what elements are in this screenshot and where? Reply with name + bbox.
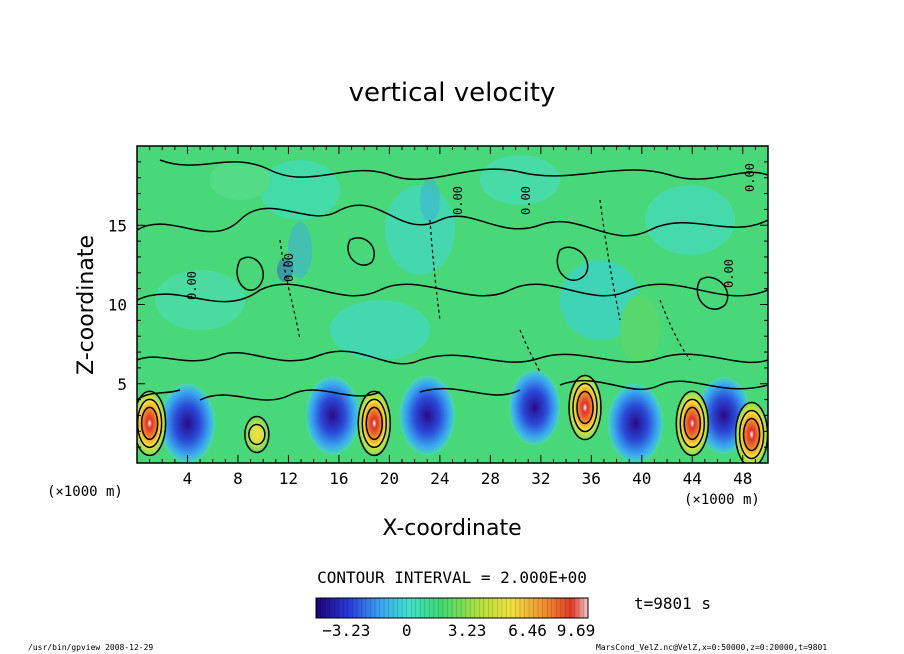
contour-labels: 0.00 0.00 0.00 0.00 0.00 0.00 xyxy=(185,163,757,300)
downdraft-cell xyxy=(399,375,455,456)
contour-label: 0.00 xyxy=(282,253,296,282)
colorbar-tick-label: −3.23 xyxy=(322,621,370,640)
updraft-contour xyxy=(576,390,594,425)
y-tick-label: 15 xyxy=(108,216,127,235)
downdrafts xyxy=(159,370,751,463)
x-unit-label-left: (×1000 m) xyxy=(47,484,123,500)
updraft-contour xyxy=(738,409,765,460)
y-tick-label: 10 xyxy=(108,296,127,315)
contour-interval-text: CONTOUR INTERVAL = 2.000E+00 xyxy=(317,568,587,587)
x-tick-label: 4 xyxy=(183,469,193,488)
updraft-cell xyxy=(358,391,391,456)
updraft-contour xyxy=(683,406,702,441)
downdraft-cell xyxy=(509,370,561,446)
x-tick-label: 32 xyxy=(531,469,550,488)
contour-label: 0.00 xyxy=(722,259,736,288)
contour-label: 0.00 xyxy=(519,186,533,215)
colorbar-stripes xyxy=(320,598,584,618)
contour-lines-dashed xyxy=(279,199,691,373)
updraft-contour xyxy=(679,398,706,449)
colorbar-tick-label: 0 xyxy=(402,621,412,640)
x-tick-label: 12 xyxy=(279,469,298,488)
updraft-contour xyxy=(248,423,266,446)
x-tick-label: 20 xyxy=(380,469,399,488)
contour-label: 0.00 xyxy=(451,186,465,215)
updraft-cell xyxy=(569,375,602,440)
y-tick-labels: 5 10 15 xyxy=(108,216,127,394)
x-tick-label: 28 xyxy=(481,469,500,488)
contour-label: 0.00 xyxy=(185,271,199,300)
contour-label: 0.00 xyxy=(743,163,757,192)
x-tick-label: 44 xyxy=(683,469,702,488)
time-label: t=9801 s xyxy=(634,594,711,613)
updraft-cell xyxy=(244,416,269,453)
chart-title: vertical velocity xyxy=(349,78,556,108)
colorbar-gradient xyxy=(315,597,589,619)
field-texture xyxy=(155,155,735,365)
updraft-cell xyxy=(676,391,709,456)
footer-left: /usr/bin/gpview 2008-12-29 xyxy=(28,643,153,652)
x-tick-label: 8 xyxy=(233,469,243,488)
x-tick-label: 40 xyxy=(632,469,651,488)
updraft-contour xyxy=(137,390,167,457)
footer-right: MarsCond_VelZ.nc@VelZ,x=0:50000,z=0:2000… xyxy=(596,643,827,652)
updraft-contour xyxy=(140,406,159,441)
colorbar-tick-label: 3.23 xyxy=(448,621,487,640)
axis-ticks xyxy=(137,146,768,463)
downdraft-cell xyxy=(305,376,360,455)
x-tick-label: 16 xyxy=(329,469,348,488)
x-tick-label: 48 xyxy=(733,469,752,488)
y-axis-title: Z-coordinate xyxy=(74,235,99,375)
updraft-contour xyxy=(357,390,392,457)
x-unit-label-right: (×1000 m) xyxy=(684,492,760,508)
updrafts xyxy=(137,374,768,463)
contour-lines xyxy=(137,159,768,401)
x-tick-labels: 4 8 12 16 20 24 28 32 36 40 44 48 xyxy=(183,469,753,488)
updraft-contour xyxy=(361,398,388,449)
downdraft-cell xyxy=(159,383,216,463)
colorbar-tick-label: 6.46 xyxy=(508,621,547,640)
updraft-contour xyxy=(568,374,602,441)
colorbar: −3.23 0 3.23 6.46 9.69 xyxy=(315,597,595,640)
x-tick-label: 24 xyxy=(430,469,449,488)
x-axis-title: X-coordinate xyxy=(382,516,521,541)
x-tick-label: 36 xyxy=(582,469,601,488)
plot-area xyxy=(137,146,768,463)
updraft-contour xyxy=(244,415,270,454)
downdraft-cell xyxy=(607,383,664,463)
updraft-contour xyxy=(365,406,384,441)
y-tick-label: 5 xyxy=(117,375,127,394)
colorbar-tick-label: 9.69 xyxy=(557,621,596,640)
updraft-contour xyxy=(572,382,598,433)
updraft-contour xyxy=(742,417,761,452)
colorbar-tick-labels: −3.23 0 3.23 6.46 9.69 xyxy=(322,621,595,640)
